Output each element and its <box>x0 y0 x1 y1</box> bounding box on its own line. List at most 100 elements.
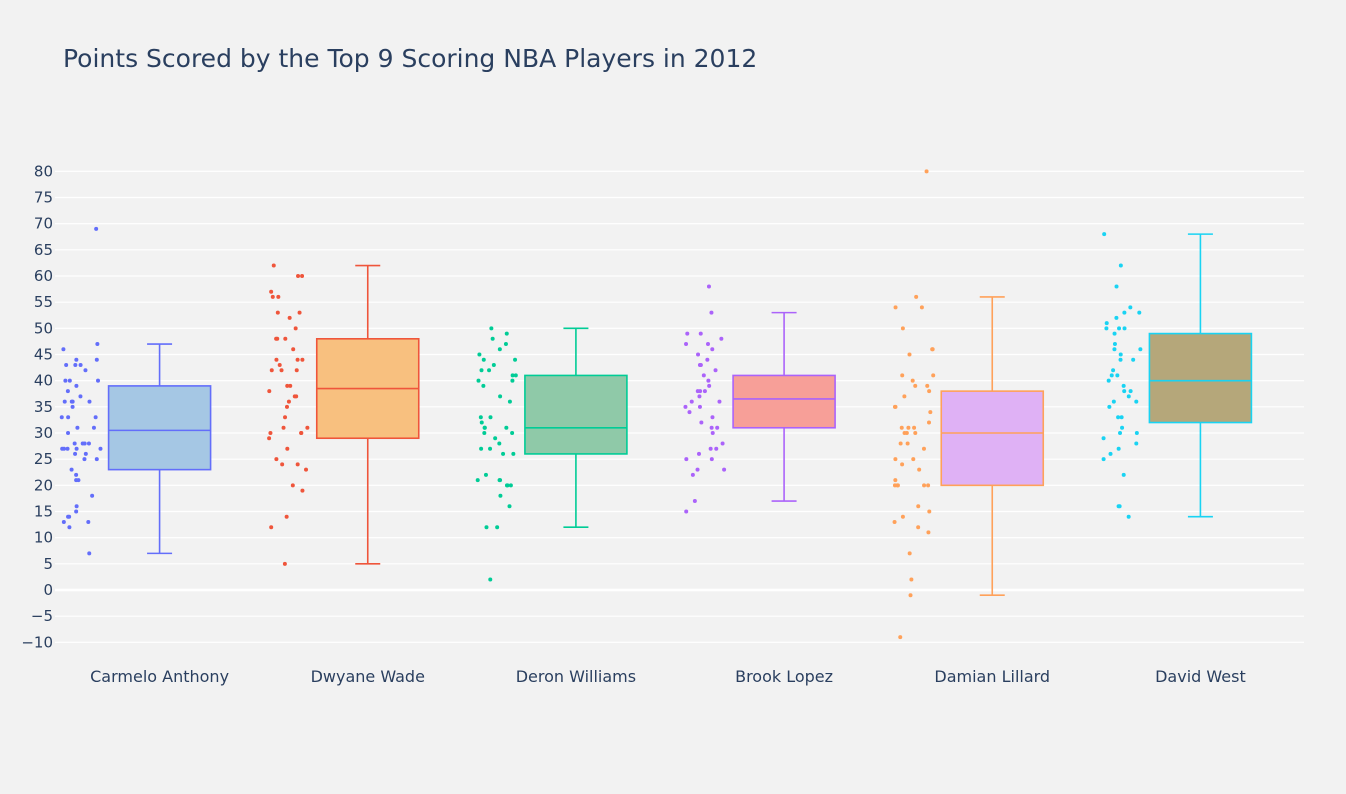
data-point <box>74 509 79 514</box>
data-point <box>1118 357 1123 362</box>
data-point <box>1122 326 1127 331</box>
x-tick-label: Deron Williams <box>516 667 636 686</box>
data-point <box>94 357 99 362</box>
data-point <box>61 519 66 524</box>
data-point <box>269 368 274 373</box>
data-point <box>508 483 513 488</box>
data-point <box>1118 263 1123 268</box>
data-point <box>74 472 79 477</box>
data-point <box>1115 373 1120 378</box>
data-point <box>86 441 91 446</box>
data-point <box>1126 394 1131 399</box>
data-point <box>892 519 897 524</box>
y-tick-label: 45 <box>34 346 53 364</box>
y-tick-label: 70 <box>34 215 53 233</box>
data-point <box>692 499 697 504</box>
data-point <box>503 342 508 347</box>
data-point <box>698 331 703 336</box>
data-point <box>488 446 493 451</box>
data-point <box>274 457 279 462</box>
data-point <box>1120 425 1125 430</box>
data-point <box>269 525 274 530</box>
y-tick-label: 65 <box>34 241 53 259</box>
data-point <box>910 378 915 383</box>
data-point <box>510 373 515 378</box>
box-trace-deron-williams <box>475 326 628 582</box>
data-point <box>925 383 930 388</box>
data-point <box>1111 399 1116 404</box>
data-point <box>893 478 898 483</box>
data-point <box>299 431 304 436</box>
data-point <box>283 415 288 420</box>
data-point <box>73 451 78 456</box>
data-point <box>900 462 905 467</box>
data-point <box>490 336 495 341</box>
data-point <box>483 472 488 477</box>
data-point <box>478 415 483 420</box>
data-point <box>1118 431 1123 436</box>
data-point <box>926 530 931 535</box>
data-point <box>904 431 909 436</box>
data-point <box>78 362 83 367</box>
data-point <box>507 504 512 509</box>
data-point <box>916 525 921 530</box>
data-point <box>290 483 295 488</box>
data-point <box>906 425 911 430</box>
data-point <box>94 226 99 231</box>
data-point <box>482 425 487 430</box>
data-point <box>1114 315 1119 320</box>
data-point <box>65 389 70 394</box>
data-point <box>714 446 719 451</box>
data-point <box>74 357 79 362</box>
box-trace-damian-lillard <box>892 169 1045 640</box>
y-tick-label: 30 <box>34 424 53 442</box>
data-point <box>275 310 280 315</box>
data-point <box>1128 389 1133 394</box>
data-point <box>65 446 70 451</box>
data-point <box>285 383 290 388</box>
data-point <box>1134 399 1139 404</box>
data-point <box>300 274 305 279</box>
data-point <box>274 336 279 341</box>
data-point <box>893 457 898 462</box>
data-point <box>930 347 935 352</box>
box-trace-david-west <box>1101 232 1253 519</box>
y-tick-label: 20 <box>34 476 53 494</box>
data-point <box>917 467 922 472</box>
data-point <box>713 368 718 373</box>
data-point <box>908 593 913 598</box>
data-point <box>924 169 929 174</box>
data-point <box>267 389 272 394</box>
data-point <box>1109 373 1114 378</box>
y-tick-label: 55 <box>34 293 53 311</box>
data-point <box>921 446 926 451</box>
data-point <box>510 378 515 383</box>
data-point <box>96 378 101 383</box>
data-point <box>1117 326 1122 331</box>
x-tick-label: Brook Lopez <box>735 667 833 686</box>
data-point <box>270 294 275 299</box>
data-point <box>504 425 509 430</box>
data-point <box>699 420 704 425</box>
data-point <box>293 326 298 331</box>
data-point <box>1128 305 1133 310</box>
data-point <box>900 326 905 331</box>
data-point <box>701 373 706 378</box>
data-point <box>1112 331 1117 336</box>
data-point <box>63 378 68 383</box>
data-point <box>66 431 71 436</box>
box <box>524 374 628 455</box>
data-point <box>64 362 69 367</box>
data-point <box>74 383 79 388</box>
data-point <box>905 441 910 446</box>
data-point <box>479 368 484 373</box>
data-point <box>95 342 100 347</box>
data-point <box>295 357 300 362</box>
data-point <box>722 467 727 472</box>
data-point <box>288 383 293 388</box>
data-point <box>1137 310 1142 315</box>
data-point <box>898 635 903 640</box>
data-point <box>93 415 98 420</box>
data-point <box>300 357 305 362</box>
data-point <box>83 368 88 373</box>
